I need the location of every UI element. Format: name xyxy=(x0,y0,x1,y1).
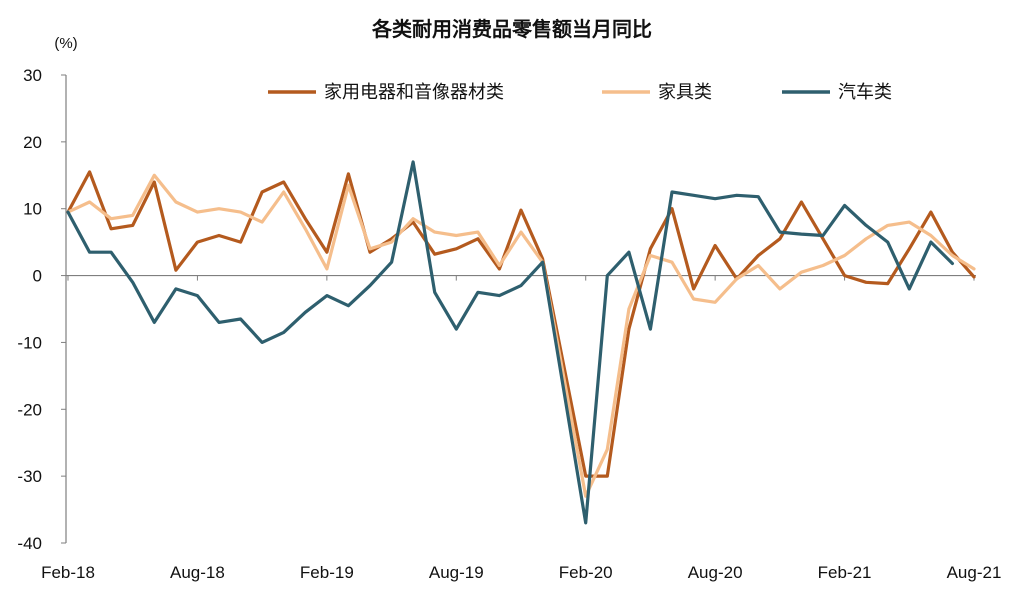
chart-title: 各类耐用消费品零售额当月同比 xyxy=(371,17,652,41)
y-tick-label: 20 xyxy=(23,133,42,152)
legend-label-2: 家具类 xyxy=(658,82,712,102)
series-lines xyxy=(66,160,976,525)
legend: 家用电器和音像器材类 家具类 汽车类 xyxy=(268,82,892,102)
y-axis: 30 20 10 0 -10 -20 -30 -40 xyxy=(17,66,67,553)
x-tick-label: Aug-18 xyxy=(170,563,225,582)
unit-label: (%) xyxy=(54,35,77,52)
x-tick-label: Aug-20 xyxy=(688,563,743,582)
y-tick-label: 10 xyxy=(23,200,42,219)
x-tick-label: Aug-21 xyxy=(947,563,1002,582)
y-tick-label: -10 xyxy=(17,333,42,352)
series-line-2 xyxy=(66,173,976,498)
x-tick-label: Feb-19 xyxy=(300,563,354,582)
y-tick-label: 0 xyxy=(33,267,42,286)
series-line-1 xyxy=(66,170,976,478)
x-axis: Feb-18 Aug-18 Feb-19 Aug-19 Feb-20 Aug-20 Feb-… xyxy=(41,274,1002,582)
series-line-3 xyxy=(66,160,955,525)
x-tick-label: Feb-18 xyxy=(41,563,95,582)
x-tick-label: Feb-20 xyxy=(559,563,613,582)
y-tick-label: 30 xyxy=(23,66,42,85)
legend-label-3: 汽车类 xyxy=(838,82,892,102)
x-tick-label: Feb-21 xyxy=(818,563,872,582)
y-tick-label: -20 xyxy=(17,400,42,419)
x-tick-label: Aug-19 xyxy=(429,563,484,582)
y-tick-label: -30 xyxy=(17,467,42,486)
legend-label-1: 家用电器和音像器材类 xyxy=(324,82,504,102)
y-tick-label: -40 xyxy=(17,534,42,553)
